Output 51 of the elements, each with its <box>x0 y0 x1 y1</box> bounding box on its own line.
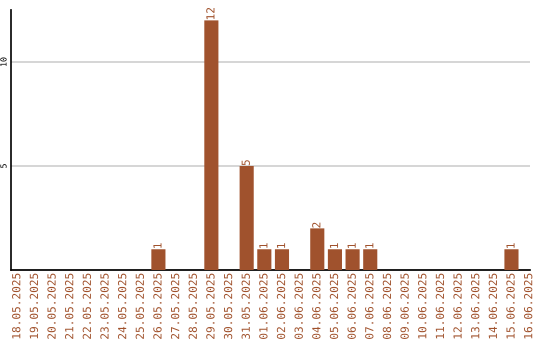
data-label: 12 <box>206 8 214 20</box>
x-tick-label: 22.05.2025 <box>82 274 92 339</box>
x-tick-label: 29.05.2025 <box>206 274 215 339</box>
x-tick-label: 30.05.2025 <box>224 274 232 339</box>
data-label: 2 <box>312 222 320 228</box>
bar <box>504 249 519 270</box>
x-tick-label: 05.06.2025 <box>330 274 338 339</box>
x-tick-label: 13.06.2025 <box>471 274 480 338</box>
x-tick-label: 20.05.2025 <box>47 274 56 339</box>
y-tick-label: 10 <box>0 58 7 66</box>
data-label: 1 <box>330 243 338 248</box>
x-tick-label: 14.06.2025 <box>488 274 498 338</box>
x-tick-label: 02.06.2025 <box>276 274 286 339</box>
x-tick-label: 06.06.2025 <box>347 274 356 339</box>
x-tick-label: 31.05.2025 <box>242 274 250 339</box>
data-label: 1 <box>153 243 162 248</box>
x-tick-label: 25.05.2025 <box>136 274 144 339</box>
bar <box>328 249 342 270</box>
data-label: 1 <box>259 243 268 248</box>
x-tick-label: 26.05.2025 <box>153 274 162 339</box>
data-label: 1 <box>348 243 356 248</box>
x-tick-label: 07.06.2025 <box>365 274 374 339</box>
x-tick-label: 11.06.2025 <box>436 274 444 338</box>
x-tick-label: 15.06.2025 <box>506 274 515 338</box>
x-tick-label: 04.06.2025 <box>312 274 321 339</box>
data-label: 1 <box>276 243 286 248</box>
x-tick-label: 10.06.2025 <box>418 274 426 338</box>
bar <box>310 228 324 270</box>
x-tick-label: 19.05.2025 <box>30 274 38 338</box>
bar <box>151 249 166 270</box>
bar <box>274 249 290 270</box>
bar <box>257 249 272 270</box>
data-label: 1 <box>506 243 515 248</box>
x-tick-label: 21.05.2025 <box>64 274 74 339</box>
bar <box>346 249 360 270</box>
x-tick-label: 28.05.2025 <box>188 274 197 339</box>
x-tick-label: 12.06.2025 <box>453 274 462 338</box>
x-tick-label: 27.05.2025 <box>170 274 180 339</box>
x-tick-label: 03.06.2025 <box>294 274 303 339</box>
bar <box>240 166 254 270</box>
data-label: 1 <box>365 243 374 248</box>
x-tick-label: 18.05.2025 <box>12 274 20 338</box>
x-tick-label: 01.06.2025 <box>259 274 268 339</box>
x-tick-label: 23.05.2025 <box>100 274 109 339</box>
x-tick-label: 24.05.2025 <box>118 274 126 339</box>
bar <box>363 249 378 270</box>
data-label: 5 <box>242 160 250 166</box>
bar <box>204 20 218 270</box>
x-tick-label: 08.06.2025 <box>382 274 392 339</box>
x-tick-label: 16.06.2025 <box>524 274 532 338</box>
x-tick-label: 09.06.2025 <box>400 274 409 339</box>
